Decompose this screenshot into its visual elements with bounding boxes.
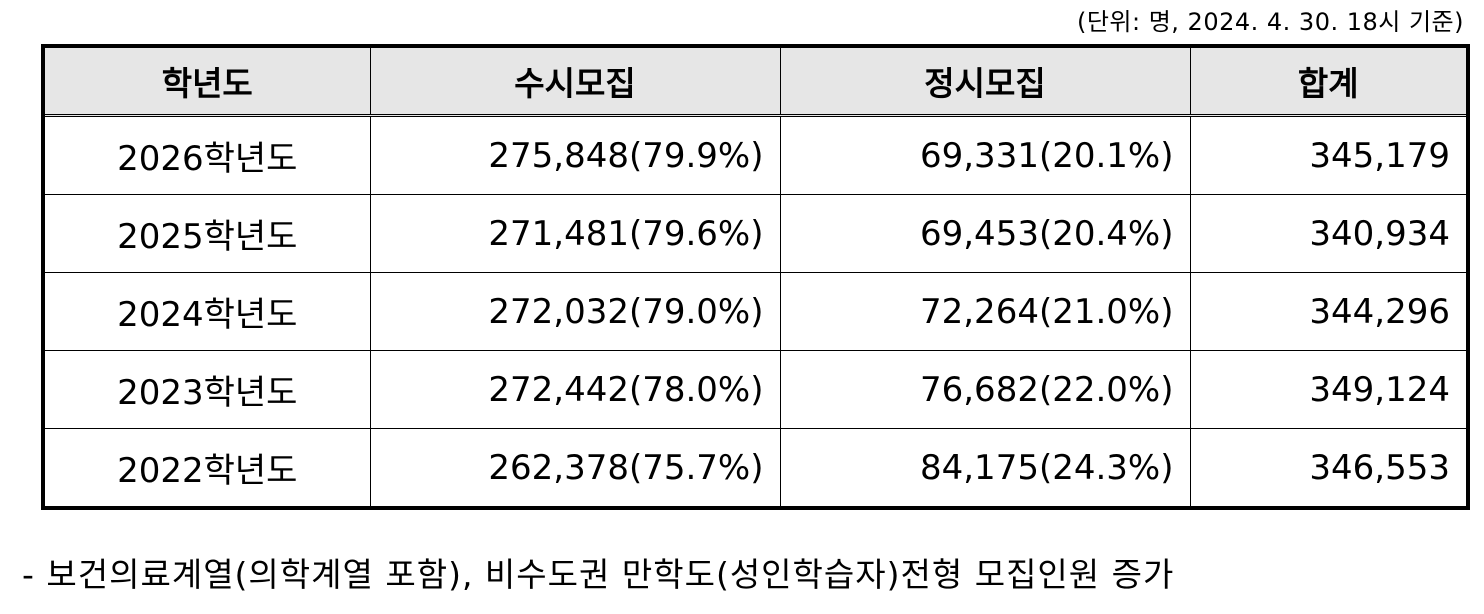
cell-early: 272,032(79.0%) bbox=[369, 272, 781, 351]
cell-regular: 72,264(21.0%) bbox=[779, 272, 1191, 351]
header-total: 합계 bbox=[1189, 45, 1469, 117]
cell-total: 349,124 bbox=[1189, 350, 1469, 429]
header-early-admission: 수시모집 bbox=[369, 45, 781, 117]
table-row: 2022학년도 262,378(75.7%) 84,175(24.3%) 346… bbox=[42, 428, 1469, 509]
cell-year: 2022학년도 bbox=[42, 428, 371, 509]
table-row: 2023학년도 272,442(78.0%) 76,682(22.0%) 349… bbox=[42, 350, 1469, 429]
cell-year: 2026학년도 bbox=[42, 115, 371, 195]
cell-early: 262,378(75.7%) bbox=[369, 428, 781, 509]
cell-total: 340,934 bbox=[1189, 194, 1469, 273]
cell-early: 271,481(79.6%) bbox=[369, 194, 781, 273]
cell-total: 344,296 bbox=[1189, 272, 1469, 351]
cell-early: 272,442(78.0%) bbox=[369, 350, 781, 429]
header-regular-admission: 정시모집 bbox=[779, 45, 1191, 117]
cell-regular: 69,453(20.4%) bbox=[779, 194, 1191, 273]
cell-total: 345,179 bbox=[1189, 115, 1469, 195]
table-row: 2026학년도 275,848(79.9%) 69,331(20.1%) 345… bbox=[42, 115, 1469, 195]
table-header-row: 학년도 수시모집 정시모집 합계 bbox=[42, 45, 1469, 117]
admissions-table: 학년도 수시모집 정시모집 합계 2026학년도 275,848(79.9%) … bbox=[41, 44, 1470, 510]
cell-year: 2025학년도 bbox=[42, 194, 371, 273]
table-row: 2024학년도 272,032(79.0%) 72,264(21.0%) 344… bbox=[42, 272, 1469, 351]
unit-note: (단위: 명, 2024. 4. 30. 18시 기준) bbox=[1076, 8, 1464, 36]
cell-year: 2023학년도 bbox=[42, 350, 371, 429]
cell-regular: 76,682(22.0%) bbox=[779, 350, 1191, 429]
table-row: 2025학년도 271,481(79.6%) 69,453(20.4%) 340… bbox=[42, 194, 1469, 273]
cell-regular: 84,175(24.3%) bbox=[779, 428, 1191, 509]
footnote: - 보건의료계열(의학계열 포함), 비수도권 만학도(성인학습자)전형 모집인… bbox=[22, 555, 1175, 594]
header-year: 학년도 bbox=[42, 45, 371, 117]
cell-total: 346,553 bbox=[1189, 428, 1469, 509]
cell-year: 2024학년도 bbox=[42, 272, 371, 351]
cell-regular: 69,331(20.1%) bbox=[779, 115, 1191, 195]
cell-early: 275,848(79.9%) bbox=[369, 115, 781, 195]
